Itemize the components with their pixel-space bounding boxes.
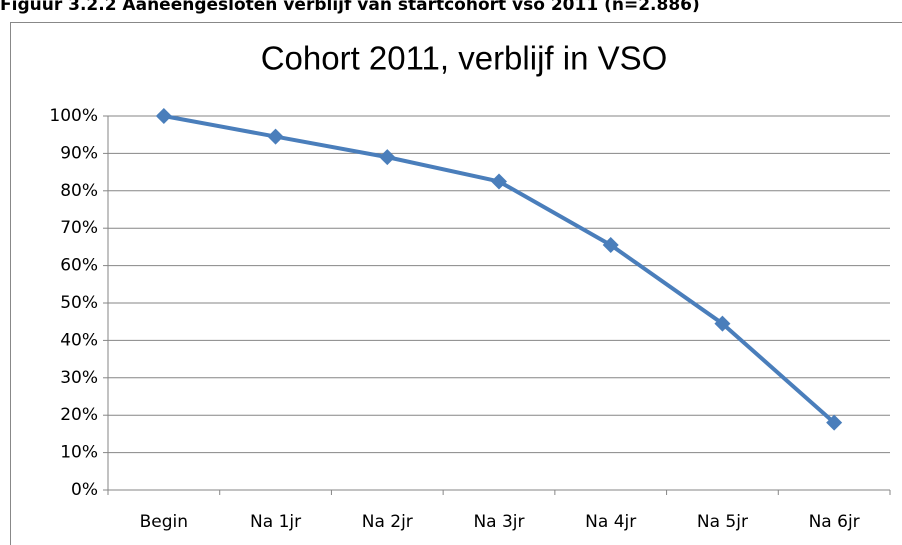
data-marker — [714, 315, 731, 332]
figure-caption: Figuur 3.2.2 Aaneengesloten verblijf van… — [0, 0, 700, 15]
y-tick-label: 60% — [60, 256, 98, 276]
y-tick-label: 0% — [71, 480, 98, 500]
x-tick-label: Begin — [140, 512, 188, 532]
data-marker — [379, 149, 396, 166]
x-tick-label: Na 1jr — [250, 512, 301, 532]
y-tick-label: 80% — [60, 181, 98, 201]
y-tick-label: 70% — [60, 218, 98, 238]
chart-title: Cohort 2011, verblijf in VSO — [261, 40, 668, 77]
y-tick-label: 40% — [60, 330, 98, 350]
chart-frame — [10, 22, 902, 545]
data-marker — [491, 173, 507, 190]
y-tick-label: 100% — [49, 106, 98, 126]
y-tick-label: 10% — [60, 443, 98, 463]
y-tick-label: 20% — [60, 405, 98, 425]
data-marker — [155, 108, 172, 124]
data-marker — [826, 414, 843, 431]
y-tick-label: 30% — [60, 368, 98, 388]
x-tick-label: Na 2jr — [362, 512, 413, 532]
data-marker — [602, 237, 619, 254]
x-tick-label: Na 5jr — [697, 512, 748, 532]
x-tick-label: Na 6jr — [809, 512, 860, 532]
y-tick-label: 50% — [60, 293, 98, 313]
y-tick-label: 90% — [60, 143, 98, 163]
x-tick-label: Na 4jr — [585, 512, 636, 532]
data-marker — [267, 128, 284, 145]
x-tick-label: Na 3jr — [473, 512, 524, 532]
